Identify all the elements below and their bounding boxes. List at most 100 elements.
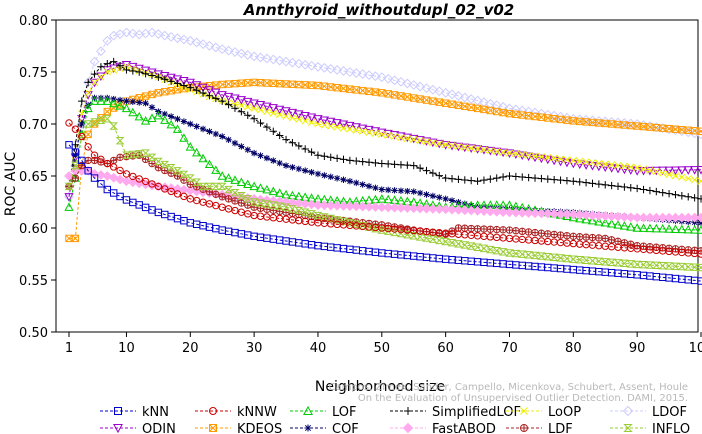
marker-diamond-filled <box>504 207 515 218</box>
marker-x <box>110 66 118 74</box>
marker-circle <box>78 132 86 141</box>
marker-square <box>78 156 86 165</box>
marker-diamond-filled <box>370 202 381 212</box>
marker-triangle-down <box>402 133 412 143</box>
marker-triangle <box>223 173 234 182</box>
marker-diamond <box>434 86 445 97</box>
legend: kNN kNNW LOF SimplifiedLOF LoOP LDOF ODIN KDEOS… <box>100 405 690 434</box>
marker-diamond <box>210 42 221 53</box>
marker-square-x-cross <box>269 79 277 87</box>
marker-plus <box>129 67 137 75</box>
legend-item-kdeos: KDEOS <box>195 422 282 434</box>
marker-hourglass <box>211 182 221 191</box>
marker-square-x-cross <box>314 81 322 90</box>
marker-circle-plus-cross <box>110 157 117 164</box>
marker-hourglass <box>319 213 329 221</box>
marker-plus <box>633 184 641 193</box>
marker-x <box>595 159 603 167</box>
marker-square-x-cross <box>461 102 469 110</box>
marker-circle-plus-cross <box>480 225 488 233</box>
marker-plus <box>301 145 309 153</box>
marker-plus <box>205 92 214 100</box>
marker-circle-plus-cross <box>525 228 532 236</box>
marker-plus <box>397 161 405 169</box>
marker-triangle-down <box>396 132 406 141</box>
marker-diamond-filled <box>421 203 432 214</box>
marker-diamond-filled <box>587 210 598 221</box>
legend-label: COF <box>332 422 359 434</box>
watermark-line: On the Evaluation of Unsupervised Outlie… <box>358 393 688 404</box>
marker-plus <box>167 77 175 86</box>
marker-diamond <box>230 47 240 57</box>
marker-triangle <box>185 142 195 151</box>
marker-star <box>442 195 449 203</box>
marker-triangle <box>638 223 649 232</box>
marker-x <box>339 124 348 132</box>
marker-circle-plus-cross <box>487 226 494 233</box>
marker-star <box>346 178 354 185</box>
marker-plus <box>275 131 284 140</box>
marker-x <box>442 141 450 149</box>
marker-plus <box>231 104 239 112</box>
marker-diamond <box>364 70 374 81</box>
marker-square-x-cross <box>352 86 360 94</box>
marker-x <box>684 174 692 183</box>
marker-circle-plus-cross <box>244 201 251 209</box>
marker-circle-plus-cross <box>212 191 220 198</box>
marker-diamond <box>351 68 362 78</box>
marker-diamond-filled <box>459 205 470 216</box>
marker-triangle <box>179 133 189 142</box>
marker-square-x-cross <box>499 109 507 117</box>
marker-diamond-filled <box>357 201 368 212</box>
marker-square-x-cross <box>576 117 584 125</box>
marker-circle-plus-cross <box>589 234 596 241</box>
marker-x <box>520 407 528 415</box>
marker-star <box>295 165 303 173</box>
marker-square-x <box>209 424 217 432</box>
marker-star <box>225 136 232 144</box>
marker-square-x-cross <box>691 127 699 135</box>
marker-x <box>646 166 654 174</box>
marker-circle-plus-cross <box>238 199 245 207</box>
marker-plus <box>454 175 463 184</box>
marker-diamond <box>159 30 170 41</box>
marker-square <box>697 277 702 285</box>
marker-plus <box>678 192 686 200</box>
marker-hourglass <box>128 150 138 159</box>
series-line <box>68 170 701 219</box>
marker-star <box>142 100 149 107</box>
marker-hourglass <box>358 222 368 230</box>
marker-triangle <box>613 220 623 229</box>
marker-star <box>372 184 379 192</box>
marker-diamond <box>332 65 343 75</box>
marker-star <box>359 181 366 188</box>
marker-star <box>187 120 194 128</box>
marker-plus <box>244 111 252 119</box>
marker-triangle-down <box>230 94 240 104</box>
marker-triangle <box>147 113 157 122</box>
marker-diamond-filled <box>606 211 617 222</box>
marker-plus <box>556 176 565 184</box>
marker-triangle <box>600 217 610 227</box>
marker-triangle <box>645 223 655 233</box>
marker-x <box>544 153 552 162</box>
marker-star <box>365 182 373 190</box>
marker-triangle-down <box>498 148 508 158</box>
marker-diamond <box>313 61 323 72</box>
marker-diamond-filled <box>613 211 623 222</box>
marker-triangle <box>249 181 259 191</box>
legend-item-fastabod: FastABOD <box>390 422 496 434</box>
marker-triangle <box>236 177 247 186</box>
marker-x <box>282 112 290 120</box>
marker-x <box>588 159 597 167</box>
marker-plus <box>173 79 182 88</box>
marker-plus <box>180 81 188 90</box>
marker-diamond <box>491 100 502 111</box>
marker-x <box>301 117 309 125</box>
marker-circle <box>212 201 220 210</box>
marker-triangle <box>683 224 693 234</box>
marker-hourglass <box>224 185 234 194</box>
marker-star <box>397 187 405 194</box>
marker-plus <box>614 182 622 190</box>
